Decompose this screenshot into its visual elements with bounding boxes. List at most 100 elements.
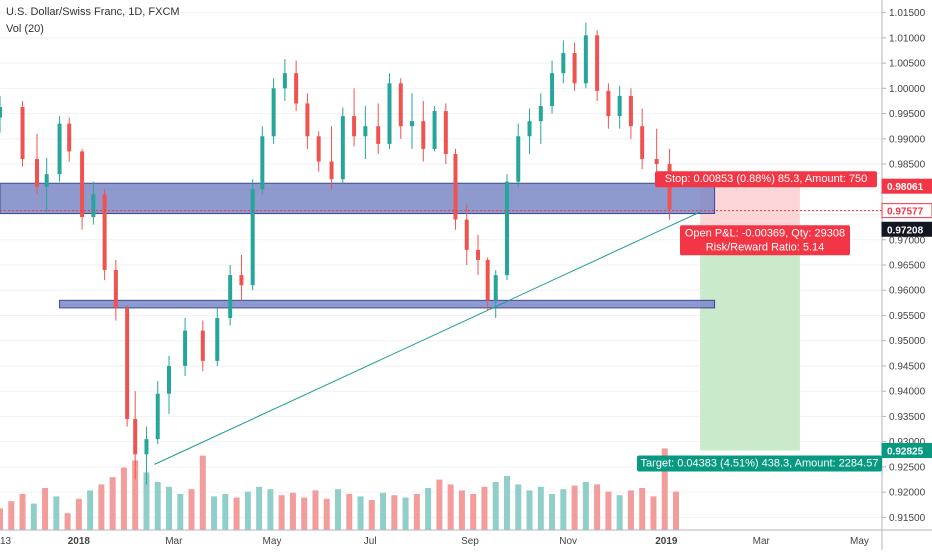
volume-bar — [661, 448, 668, 530]
volume-bar — [132, 460, 139, 530]
candle-body — [271, 88, 276, 137]
volume-bar — [391, 495, 398, 530]
candle-body — [617, 95, 622, 117]
volume-bar — [177, 494, 184, 530]
volume-bar — [222, 494, 229, 530]
volume-bar — [481, 486, 488, 530]
target-label-text: Target: 0.04383 (4.51%) 438.3, Amount: 2… — [641, 458, 879, 470]
price-tick-label: 0.96000 — [889, 286, 926, 297]
candle-body — [91, 194, 96, 218]
volume-bar — [244, 491, 251, 530]
volume-bar — [458, 490, 465, 530]
candle-body — [228, 275, 233, 318]
volume-bar — [492, 482, 499, 530]
volume-bar — [357, 496, 364, 530]
volume-bar — [199, 455, 206, 530]
candle-body — [125, 307, 130, 419]
volume-bar — [256, 486, 263, 530]
time-tick-label: Mar — [165, 536, 183, 547]
volume-bar — [267, 489, 274, 530]
volume-bar — [42, 488, 49, 530]
candle-body — [410, 121, 415, 127]
candle-body — [516, 136, 521, 182]
candle-body — [215, 318, 220, 361]
price-tick-label: 0.96500 — [889, 261, 926, 272]
price-tag — [881, 443, 932, 458]
stop-label-box — [655, 171, 877, 188]
volume-bar — [605, 491, 612, 530]
volume-bar — [402, 497, 409, 530]
price-tag-label: 0.97577 — [887, 207, 924, 218]
candle-body — [485, 259, 490, 301]
volume-bar — [64, 513, 71, 530]
time-tick-label: Jul — [364, 536, 377, 547]
candle-body — [606, 90, 611, 117]
price-tick-label: 0.94500 — [889, 361, 926, 372]
candle-body — [561, 53, 566, 74]
volume-bar — [233, 497, 240, 530]
price-tick-label: 1.01500 — [889, 8, 926, 19]
price-tag-label: 0.98061 — [887, 182, 924, 193]
candle-body — [443, 111, 448, 154]
price-tag — [881, 178, 932, 194]
target-zone — [700, 229, 800, 451]
volume-bar — [616, 495, 623, 530]
volume-bar — [334, 489, 341, 530]
price-tag — [881, 221, 932, 237]
candle-body — [113, 270, 118, 308]
volume-indicator-label[interactable]: Vol (20) — [6, 23, 44, 35]
volume-bar — [165, 486, 172, 530]
candle-body — [352, 116, 357, 137]
volume-bar — [447, 484, 454, 530]
volume-bar — [470, 494, 477, 530]
volume-bar — [425, 488, 432, 530]
volume-bar — [143, 472, 150, 530]
candle-body — [421, 121, 426, 149]
time-tick-label: 2018 — [68, 536, 91, 547]
symbol-title[interactable]: U.S. Dollar/Swiss Franc, 1D, FXCM — [6, 6, 180, 18]
candle-body — [387, 83, 392, 144]
volume-bar — [154, 482, 161, 530]
price-tick-label: 1.00500 — [889, 59, 926, 70]
trendline — [154, 211, 701, 465]
candle-body — [294, 73, 299, 104]
price-tick-label: 0.99500 — [889, 109, 926, 120]
price-tag-label: 0.97208 — [887, 225, 924, 236]
candle-body — [239, 275, 244, 286]
pnl-label-text: Risk/Reward Ratio: 5.14 — [706, 241, 825, 253]
volume-bar — [323, 498, 330, 530]
price-tick-label: 0.95000 — [889, 336, 926, 347]
candle-body — [376, 126, 381, 144]
time-tick-label: Sep — [461, 536, 479, 547]
candle-body — [493, 275, 498, 301]
candle-body — [340, 116, 345, 180]
candle-body — [527, 121, 532, 137]
candle-body — [464, 219, 469, 250]
candle-body — [550, 73, 555, 106]
candle-body — [504, 181, 509, 276]
volume-bar — [98, 484, 105, 530]
price-tick-label: 0.93000 — [889, 437, 926, 448]
candle-body — [538, 106, 543, 122]
time-tick-label: May — [263, 536, 282, 547]
candle-body — [20, 107, 25, 159]
time-tick-label: Mar — [753, 536, 771, 547]
volume-bar — [582, 482, 589, 530]
volume-bar — [188, 489, 195, 530]
volume-bar — [594, 484, 601, 530]
volume-bar — [120, 467, 127, 530]
volume-bar — [627, 490, 634, 530]
resistance-zone — [0, 182, 716, 215]
volume-bar — [75, 498, 82, 530]
candle-body — [476, 249, 481, 260]
volume-bar — [30, 503, 37, 530]
candle-body — [316, 136, 321, 162]
candle-body — [250, 189, 255, 286]
price-tag-label: 0.92825 — [887, 447, 924, 458]
price-tick-label: 0.92500 — [889, 462, 926, 473]
volume-bar — [289, 492, 296, 530]
candle-body — [102, 194, 107, 271]
candle-body — [155, 393, 160, 440]
